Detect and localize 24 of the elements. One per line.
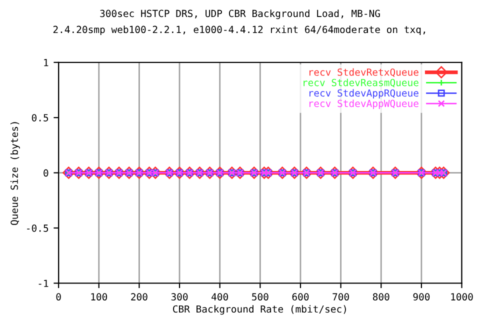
x-tick-label: 100 xyxy=(91,293,108,300)
chart-title: 300sec HSTCP DRS, UDP CBR Background Load, MB-NG xyxy=(100,10,380,20)
y-tick-label: -0.5 xyxy=(27,224,48,232)
x-axis-title: CBR Background Rate (mbit/sec) xyxy=(173,305,346,315)
x-tick-label: 500 xyxy=(252,293,268,300)
x-tick-label: 300 xyxy=(171,293,188,300)
y-tick-label: 0 xyxy=(44,169,48,177)
x-tick-label: 800 xyxy=(372,293,390,300)
legend-label: recv StdevRetxQueue xyxy=(309,68,418,77)
x-tick-label: 200 xyxy=(131,293,148,300)
x-tick-label: 700 xyxy=(332,293,349,300)
y-tick-label: -1 xyxy=(38,280,48,287)
legend-label: recv StdevReasmQueue xyxy=(304,78,418,88)
x-tick-label: 900 xyxy=(413,293,430,300)
y-axis-title: Queue Size (bytes) xyxy=(10,122,20,225)
x-tick-label: 0 xyxy=(56,293,61,300)
legend-label: recv StdevAppWQueue xyxy=(309,100,418,109)
x-tick-label: 1000 xyxy=(451,293,473,300)
y-tick-label: 1 xyxy=(44,59,48,66)
y-tick-label: 0.5 xyxy=(32,114,48,122)
x-tick-label: 400 xyxy=(212,293,228,300)
legend-label: recv StdevAppRQueue xyxy=(309,89,418,99)
x-tick-label: 600 xyxy=(292,293,309,300)
chart-subtitle: 2.4.20smp web100-2.2.1, e1000-4.4.12 rxint 64/64moderate on txq, xyxy=(53,26,426,36)
